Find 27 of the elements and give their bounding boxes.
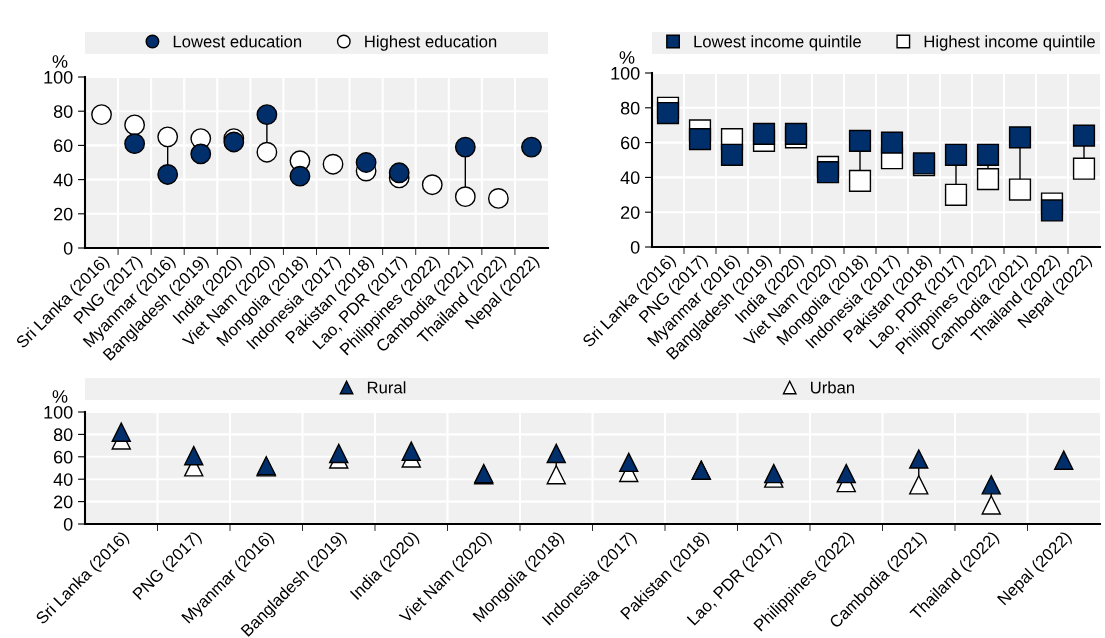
legend-label: Urban [811,381,855,394]
y-tick-label: 20 [54,207,73,221]
y-tick-label: 80 [53,428,73,442]
y-tick-label: 40 [53,173,73,187]
legend-label: Lowest education [173,35,302,48]
y-tick-label: 80 [620,101,640,115]
y-tick-label: 0 [63,241,73,255]
y-axis-title: % [619,51,635,64]
y-tick-label: 100 [44,405,73,419]
y-tick-label: 0 [630,240,640,254]
y-tick-label: 60 [621,136,640,150]
y-tick-label: 100 [611,66,640,80]
y-tick-label: 40 [53,473,73,486]
y-axis-title: % [52,390,68,403]
y-tick-label: 60 [54,139,73,153]
legend-label: Highest income quintile [924,35,1095,51]
legend-label: Lowest income quintile [694,35,861,51]
y-tick-label: 20 [621,206,640,219]
y-tick-label: 20 [54,495,73,509]
y-tick-label: 80 [53,105,73,118]
y-axis-title: % [52,55,68,68]
legend-label: Highest education [365,35,497,51]
y-tick-label: 60 [54,450,73,464]
y-tick-label: 100 [44,70,73,84]
legend-label: Rural [367,381,406,394]
y-tick-label: 40 [620,171,640,185]
y-tick-label: 0 [63,517,73,531]
